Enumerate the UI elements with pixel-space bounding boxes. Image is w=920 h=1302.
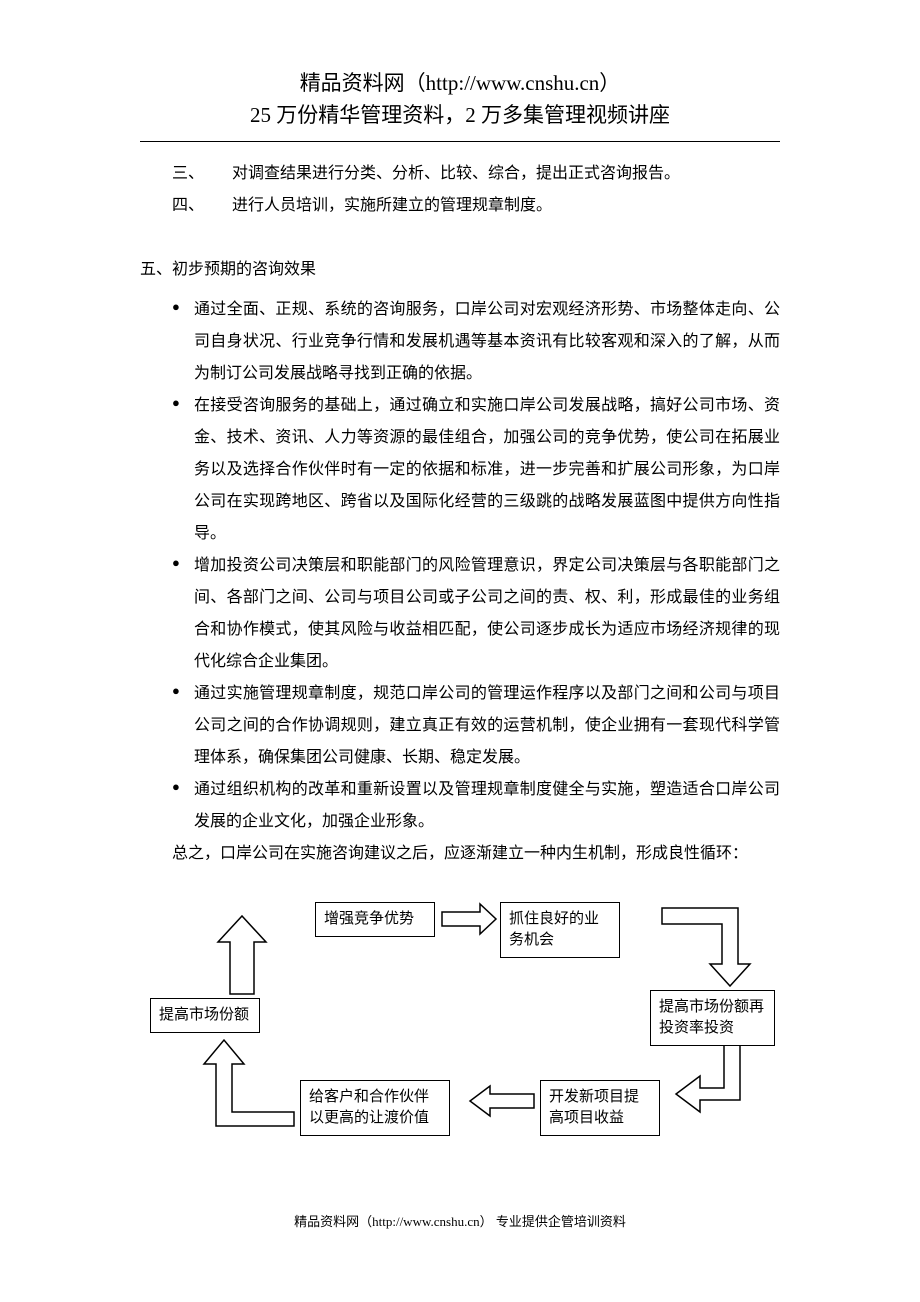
bullet-item-2: 在接受咨询服务的基础上，通过确立和实施口岸公司发展战略，搞好公司市场、资金、技术… <box>172 390 780 550</box>
diagram-node-bot2: 开发新项目提高项目收益 <box>540 1080 660 1136</box>
diagram-node-left: 提高市场份额 <box>150 998 260 1033</box>
bullet-item-1: 通过全面、正规、系统的咨询服务，口岸公司对宏观经济形势、市场整体走向、公司自身状… <box>172 294 780 390</box>
section-5-title: 五、初步预期的咨询效果 <box>140 254 780 286</box>
summary-paragraph: 总之，口岸公司在实施咨询建议之后，应逐渐建立一种内生机制，形成良性循环： <box>140 838 780 870</box>
ordered-label-3: 三、 <box>172 158 232 190</box>
bullet-item-4: 通过实施管理规章制度，规范口岸公司的管理运作程序以及部门之间和公司与项目公司之间… <box>172 678 780 774</box>
ordered-item-3: 三、对调查结果进行分类、分析、比较、综合，提出正式咨询报告。 <box>140 158 780 190</box>
header-line-2: 25 万份精华管理资料，2 万多集管理视频讲座 <box>140 100 780 132</box>
ordered-text-4: 进行人员培训，实施所建立的管理规章制度。 <box>232 197 552 214</box>
diagram-node-top1: 增强竞争优势 <box>315 902 435 937</box>
page-header: 精品资料网（http://www.cnshu.cn） 25 万份精华管理资料，2… <box>140 68 780 142</box>
ordered-item-4: 四、进行人员培训，实施所建立的管理规章制度。 <box>140 190 780 222</box>
ordered-text-3: 对调查结果进行分类、分析、比较、综合，提出正式咨询报告。 <box>232 165 680 182</box>
page-footer: 精品资料网（http://www.cnshu.cn） 专业提供企管培训资料 <box>0 1211 920 1230</box>
bullet-item-3: 增加投资公司决策层和职能部门的风险管理意识，界定公司决策层与各职能部门之间、各部… <box>172 550 780 678</box>
cycle-diagram: 提高市场份额 增强竞争优势 抓住良好的业务机会 提高市场份额再投资率投资 开发新… <box>140 894 780 1154</box>
bullet-list: 通过全面、正规、系统的咨询服务，口岸公司对宏观经济形势、市场整体走向、公司自身状… <box>140 294 780 838</box>
header-line-1: 精品资料网（http://www.cnshu.cn） <box>140 68 780 100</box>
ordered-label-4: 四、 <box>172 190 232 222</box>
bullet-item-5: 通过组织机构的改革和重新设置以及管理规章制度健全与实施，塑造适合口岸公司发展的企… <box>172 774 780 838</box>
diagram-node-top2: 抓住良好的业务机会 <box>500 902 620 958</box>
diagram-node-bot1: 给客户和合作伙伴以更高的让渡价值 <box>300 1080 450 1136</box>
diagram-node-right: 提高市场份额再投资率投资 <box>650 990 775 1046</box>
